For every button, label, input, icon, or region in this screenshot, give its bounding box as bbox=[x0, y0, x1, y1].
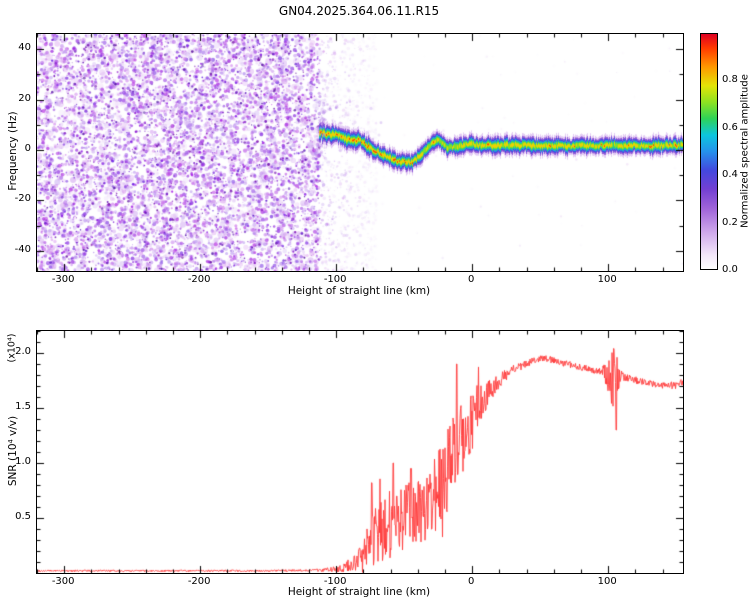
tick-label: 0.0 bbox=[722, 264, 738, 275]
tick-label: 0 bbox=[468, 274, 475, 285]
tick-label: 1.5 bbox=[15, 401, 31, 412]
tick-label: 0.6 bbox=[722, 121, 738, 133]
tick-label: 0.5 bbox=[15, 511, 31, 522]
tick-label: -20 bbox=[14, 193, 31, 205]
colorbar bbox=[700, 33, 718, 270]
tick-label: 0 bbox=[468, 576, 475, 587]
tick-label: 40 bbox=[18, 42, 31, 54]
tick-label: -300 bbox=[51, 274, 75, 285]
snr-ylabel: SNR (10⁴ v/v) bbox=[7, 415, 19, 487]
tick-label: 100 bbox=[597, 576, 617, 587]
tick-label: 0.4 bbox=[722, 169, 738, 181]
tick-label: -300 bbox=[51, 576, 75, 587]
figure-title: GN04.2025.364.06.11.R15 bbox=[278, 4, 440, 18]
snr-panel bbox=[36, 330, 684, 574]
spectrogram-panel bbox=[36, 33, 684, 272]
spectrogram-xlabel: Height of straight line (km) bbox=[287, 285, 431, 297]
tick-label: 1.0 bbox=[15, 456, 31, 467]
tick-label: 0.8 bbox=[722, 74, 738, 86]
tick-label: -100 bbox=[323, 274, 347, 285]
tick-label: 0.2 bbox=[722, 216, 738, 228]
snr-xlabel: Height of straight line (km) bbox=[287, 586, 431, 598]
tick-label: -100 bbox=[323, 576, 347, 587]
tick-label: -40 bbox=[14, 243, 31, 255]
colorbar-label: Normalized spectral amplitude bbox=[739, 74, 750, 228]
tick-label: 20 bbox=[18, 92, 31, 104]
tick-label: 0 bbox=[24, 142, 31, 154]
spectrogram-canvas bbox=[37, 34, 683, 271]
tick-label: -200 bbox=[187, 274, 211, 285]
snr-canvas bbox=[37, 331, 683, 573]
tick-label: 100 bbox=[597, 274, 617, 285]
tick-label: -200 bbox=[187, 576, 211, 587]
tick-label: 2.0 bbox=[15, 346, 31, 357]
